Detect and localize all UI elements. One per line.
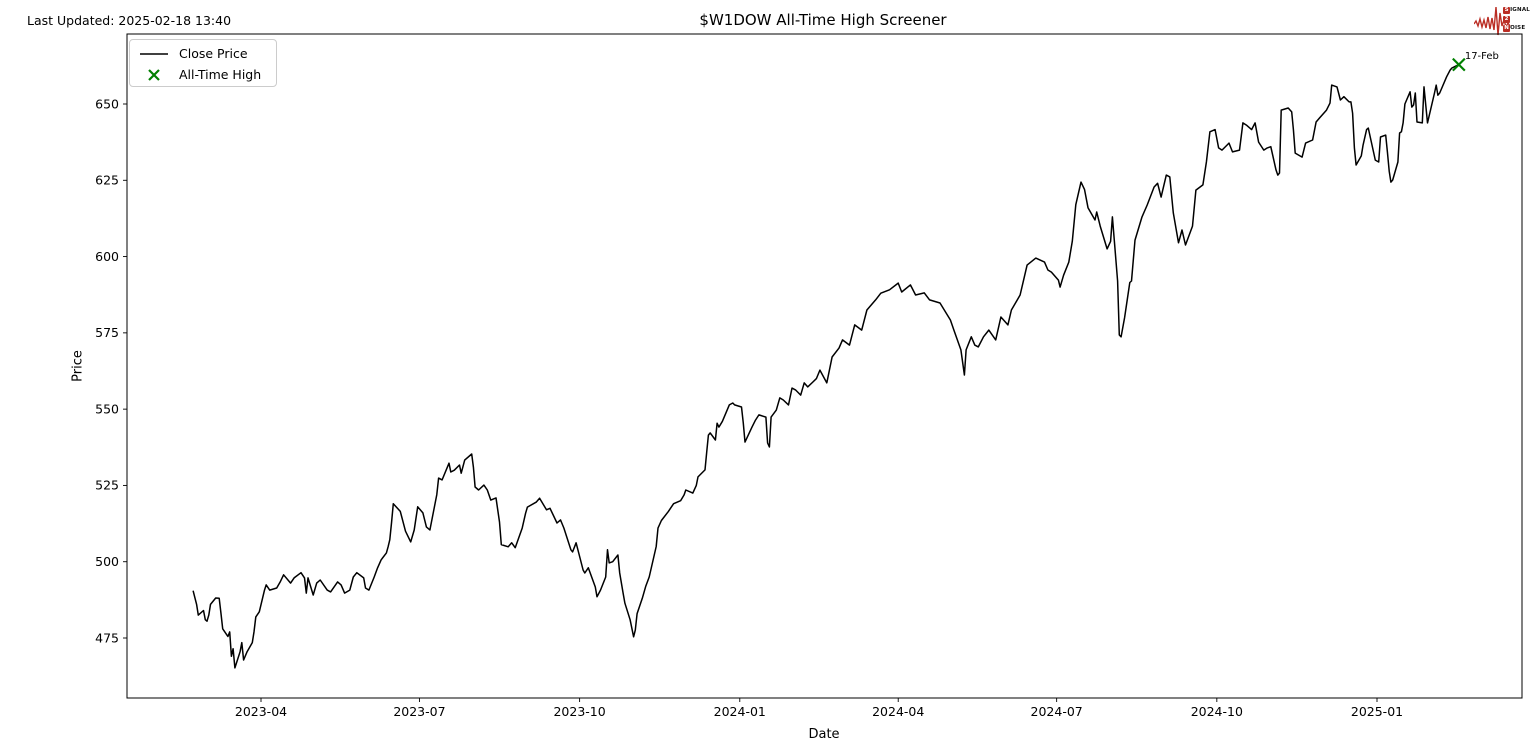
svg-text:2023-04: 2023-04	[235, 704, 287, 719]
svg-text:500: 500	[95, 554, 119, 569]
svg-text:550: 550	[95, 401, 119, 416]
svg-text:2023-07: 2023-07	[393, 704, 445, 719]
y-axis-label: Price	[70, 350, 86, 382]
svg-text:2025-01: 2025-01	[1351, 704, 1403, 719]
logo-row-signal: S IGNAL	[1503, 6, 1530, 14]
ath-annotation: 17-Feb	[1464, 50, 1499, 62]
legend-label-all-time-high: All-Time High	[179, 67, 262, 82]
svg-text:2024-04: 2024-04	[872, 704, 924, 719]
line-sample-icon	[138, 52, 170, 56]
svg-text:575: 575	[95, 325, 119, 340]
legend: Close Price All-Time High	[129, 39, 277, 87]
logo-row-noise: N OISE	[1503, 24, 1526, 32]
logo-letter-box-s: S	[1503, 6, 1511, 14]
legend-label-close-price: Close Price	[179, 46, 248, 61]
svg-text:2024-01: 2024-01	[714, 704, 766, 719]
signal2noise-logo: S IGNAL 2 N OISE	[1474, 3, 1530, 39]
chart-title: $W1DOW All-Time High Screener	[699, 11, 947, 29]
svg-text:2023-10: 2023-10	[553, 704, 605, 719]
svg-text:625: 625	[95, 173, 119, 188]
legend-item-all-time-high: All-Time High	[138, 64, 268, 85]
svg-text:2024-07: 2024-07	[1031, 704, 1083, 719]
logo-wordmark: S IGNAL 2 N OISE	[1503, 6, 1530, 32]
svg-text:600: 600	[95, 249, 119, 264]
svg-text:650: 650	[95, 96, 119, 111]
svg-text:2024-10: 2024-10	[1191, 704, 1243, 719]
logo-letter-box-2: 2	[1503, 15, 1511, 23]
logo-row-2: 2	[1503, 15, 1511, 23]
last-updated-text: Last Updated: 2025-02-18 13:40	[27, 13, 232, 28]
x-axis-label: Date	[808, 727, 840, 742]
x-marker-icon	[138, 68, 170, 82]
logo-letter-box-n: N	[1503, 24, 1511, 32]
svg-text:525: 525	[95, 478, 119, 493]
svg-text:475: 475	[95, 630, 119, 645]
legend-item-close-price: Close Price	[138, 43, 268, 64]
